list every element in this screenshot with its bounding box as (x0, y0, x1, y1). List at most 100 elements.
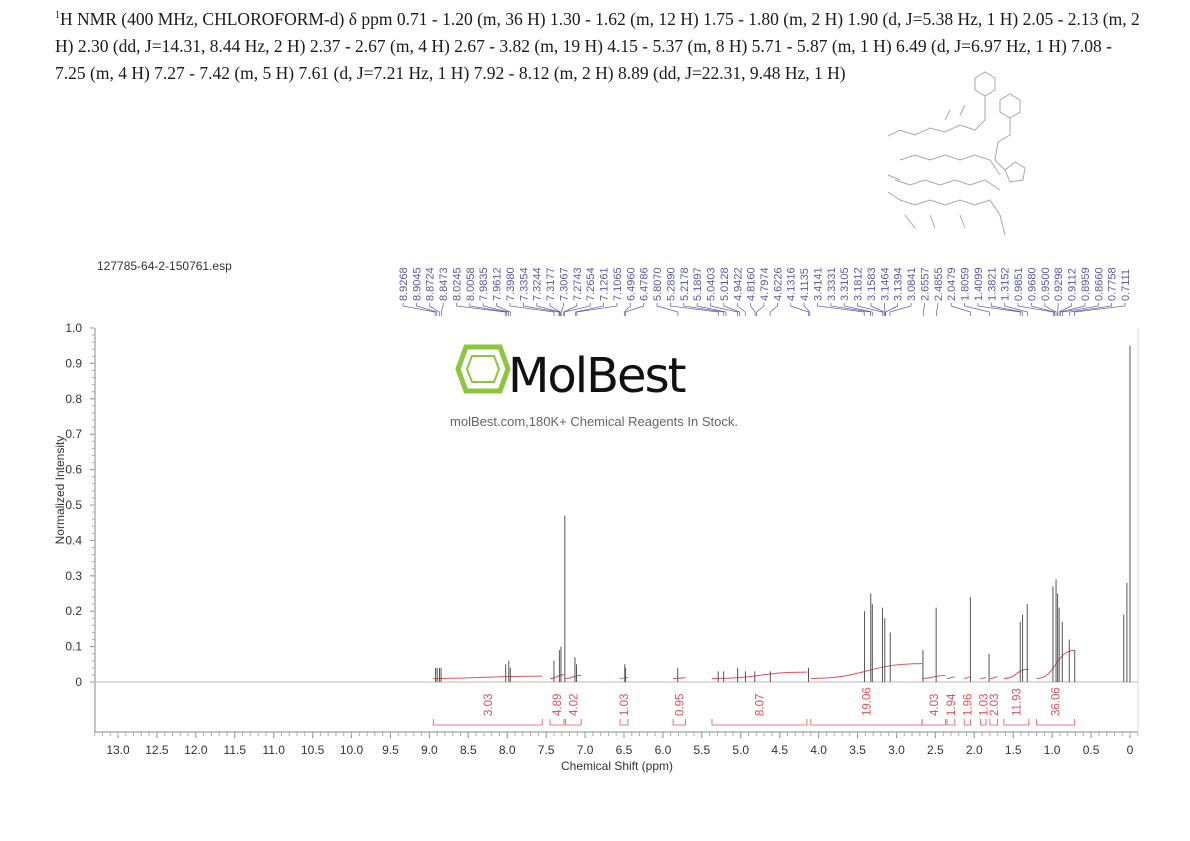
peak-leader-line (1074, 303, 1126, 316)
peak-leader-line (560, 303, 564, 316)
x-tick-label: 7.0 (577, 743, 594, 757)
integral-curve (550, 674, 565, 679)
peak-leader-line (964, 303, 990, 316)
peak-leader-line (710, 303, 738, 316)
peak-leader-line (1004, 303, 1028, 316)
integral-value: 11.93 (1011, 688, 1023, 716)
peak-label: 0.7758 (1107, 267, 1119, 301)
y-tick-label: 0.7 (65, 427, 82, 441)
y-tick-label: 0.5 (65, 498, 82, 512)
molecule-structure-image (887, 71, 1026, 236)
integral-bracket (672, 719, 686, 726)
integral-bracket (1036, 719, 1076, 726)
integral-bracket (565, 719, 582, 726)
peak-leader-line (1044, 303, 1057, 316)
y-axis-label: Normalized Intensity (53, 436, 67, 545)
x-tick-label: 5.5 (694, 743, 711, 757)
peak-leader-line (1069, 303, 1112, 316)
peak-leader-line (456, 303, 506, 316)
molbest-logo-icon (455, 344, 511, 394)
integral-value: 4.02 (568, 694, 580, 716)
x-tick-label: 6.0 (655, 743, 672, 757)
peak-label: 5.0128 (719, 267, 731, 301)
integral-value: 1.03 (978, 694, 990, 716)
peak-leader-line (623, 303, 631, 316)
peak-leader-line (922, 303, 925, 316)
peak-leader-line (857, 303, 883, 316)
x-tick-label: 10.0 (340, 743, 364, 757)
x-tick-label: 12.0 (184, 743, 208, 757)
peak-label: 3.1464 (879, 267, 891, 301)
integral-curve (810, 663, 923, 679)
integral-curve (673, 677, 686, 679)
molbest-watermark: MolBest molBest.com,180K+ Chemical Reage… (450, 344, 738, 429)
peak-leader-line (769, 303, 778, 316)
peak-leader-line (883, 303, 886, 316)
peak-leader-line (1062, 303, 1099, 316)
peak-leader-line (1017, 303, 1054, 316)
x-tick-label: 3.5 (849, 743, 866, 757)
integral-value: 4.89 (552, 694, 564, 716)
x-tick-label: 10.5 (301, 743, 325, 757)
x-axis-label: Chemical Shift (ppm) (561, 759, 673, 773)
integral-value: 4.03 (929, 694, 941, 716)
x-tick-label: 4.5 (771, 743, 788, 757)
peak-label: 3.1583 (866, 267, 878, 301)
integral-value: 3.03 (483, 694, 495, 716)
peak-label: 7.9835 (478, 267, 490, 301)
x-tick-label: 9.0 (421, 743, 438, 757)
peak-leader-line (870, 303, 885, 316)
peak-label: 0.9500 (1040, 267, 1052, 301)
integral-bracket (1003, 719, 1030, 726)
x-tick-label: 6.5 (616, 743, 633, 757)
x-tick-label: 3.0 (888, 743, 905, 757)
integral-curve (565, 674, 582, 679)
integral-curve (711, 671, 807, 679)
peak-leader-line (536, 303, 561, 316)
peak-label: 3.1812 (853, 267, 865, 301)
peak-label: 6.4786 (639, 267, 651, 301)
peak-label: 7.3177 (545, 267, 557, 301)
peak-label: 0.9851 (1013, 267, 1025, 301)
y-tick-label: 0.2 (65, 604, 82, 618)
peak-label: 0.9298 (1053, 267, 1065, 301)
x-tick-label: 2.5 (927, 743, 944, 757)
integral-curve (989, 676, 998, 679)
peak-leader-line (950, 303, 971, 316)
peak-leader-line (549, 303, 561, 316)
integral-value: 8.07 (754, 694, 766, 716)
peak-leader-line (656, 303, 679, 316)
peak-label: 7.1261 (599, 267, 611, 301)
x-tick-label: 11.0 (262, 743, 285, 757)
peak-label: 0.9112 (1067, 268, 1079, 301)
peak-label: 8.0245 (451, 267, 463, 301)
peak-leader-line (469, 303, 508, 316)
peak-label: 6.4960 (625, 267, 637, 301)
peak-label: 7.2654 (585, 267, 597, 301)
peak-label: 0.8959 (1080, 267, 1092, 301)
x-tick-label: 1.0 (1044, 743, 1061, 757)
x-axis-ticks: 13.0 12.5 12.0 11.5 11.0 10.5 10.0 9.5 9.0 8.5 8.0… (94, 732, 1139, 757)
y-tick-label: 0 (75, 675, 82, 689)
x-tick-label: 9.5 (382, 743, 399, 757)
peak-label: 7.3354 (518, 267, 530, 301)
x-tick-label: 0.5 (1083, 743, 1100, 757)
nmr-description: 1H NMR (400 MHz, CHLOROFORM-d) δ ppm 0.7… (55, 2, 1145, 87)
peak-label: 7.9612 (492, 267, 504, 301)
peak-label: 3.0841 (906, 267, 918, 301)
peak-leader-line (830, 303, 871, 316)
peak-label: 3.4141 (812, 267, 824, 301)
peak-label: 4.6226 (772, 267, 784, 301)
peak-label: 5.8070 (652, 267, 664, 301)
x-tick-label: 8.5 (460, 743, 477, 757)
y-axis-ticks: 0 0.1 0.2 0.3 0.4 0.5 0.6 0.7 0.8 0.9 1.0 (65, 321, 95, 689)
molbest-tagline: molBest.com,180K+ Chemical Reagents In S… (450, 414, 738, 429)
peak-leader-line (756, 303, 765, 316)
peak-label: 5.1897 (692, 267, 704, 301)
integral-value: 0.95 (674, 694, 686, 716)
integral-value: 1.03 (619, 694, 631, 716)
integral-curve (1003, 668, 1029, 679)
peak-leader-line (723, 303, 741, 316)
integral-bracket (921, 719, 946, 726)
